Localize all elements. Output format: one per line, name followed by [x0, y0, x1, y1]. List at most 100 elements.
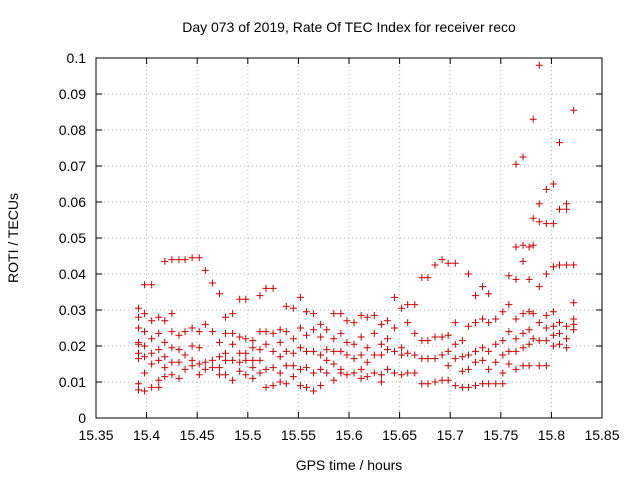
data-point-marker	[464, 365, 472, 373]
data-point-marker	[505, 328, 513, 336]
data-point-marker	[431, 378, 439, 386]
data-point-marker	[535, 319, 543, 327]
data-point-marker	[512, 243, 520, 251]
data-point-marker	[424, 274, 432, 282]
data-point-marker	[535, 283, 543, 291]
data-point-marker	[188, 362, 196, 370]
data-point-marker	[529, 115, 537, 123]
data-point-marker	[377, 340, 385, 348]
data-point-marker	[525, 340, 533, 348]
data-point-marker	[168, 344, 176, 352]
data-point-marker	[519, 241, 527, 249]
data-point-marker	[256, 356, 264, 364]
data-point-marker	[472, 358, 479, 366]
data-point-marker	[451, 382, 459, 390]
data-point-marker	[330, 347, 338, 355]
data-point-marker	[317, 351, 325, 359]
data-point-marker	[357, 351, 365, 359]
data-point-marker	[398, 304, 406, 312]
data-point-marker	[519, 257, 527, 265]
data-point-marker	[555, 261, 563, 269]
data-point-marker	[337, 329, 345, 337]
data-point-marker	[357, 333, 365, 341]
data-point-marker	[458, 353, 466, 361]
data-point-marker	[135, 324, 143, 332]
data-point-marker	[499, 337, 507, 345]
data-point-marker	[201, 358, 209, 366]
data-point-marker	[168, 328, 176, 336]
data-point-marker	[249, 356, 257, 364]
data-point-marker	[343, 371, 351, 379]
data-point-marker	[222, 349, 230, 357]
data-point-marker	[350, 340, 358, 348]
data-point-marker	[479, 356, 487, 364]
data-point-marker	[236, 349, 244, 357]
data-point-marker	[458, 337, 466, 345]
data-point-marker	[236, 367, 244, 375]
data-point-marker	[181, 351, 189, 359]
data-point-marker	[310, 387, 318, 395]
data-point-marker	[229, 340, 237, 348]
data-point-marker	[563, 335, 571, 343]
data-point-marker	[269, 347, 277, 355]
data-point-marker	[555, 319, 563, 327]
data-point-marker	[505, 360, 513, 368]
data-point-marker	[464, 351, 472, 359]
data-point-marker	[438, 351, 446, 359]
data-point-marker	[141, 310, 149, 318]
data-point-marker	[282, 362, 290, 370]
data-point-marker	[236, 358, 244, 366]
data-point-marker	[512, 160, 520, 168]
y-tick-label: 0.08	[59, 122, 86, 138]
data-point-marker	[289, 349, 297, 357]
data-point-marker	[229, 376, 237, 384]
data-point-marker	[262, 328, 270, 336]
data-point-marker	[188, 342, 196, 350]
data-point-marker	[542, 270, 550, 278]
data-point-marker	[555, 340, 563, 348]
x-tick-label: 15.65	[382, 427, 417, 443]
data-point-marker	[302, 383, 310, 391]
data-point-marker	[357, 365, 365, 373]
chart-title: Day 073 of 2019, Rate Of TEC Index for r…	[182, 19, 516, 35]
x-tick-label: 15.55	[281, 427, 316, 443]
data-point-marker	[256, 346, 264, 354]
x-tick-label: 15.8	[538, 427, 565, 443]
data-point-marker	[555, 139, 563, 147]
data-point-marker	[195, 254, 203, 262]
data-point-marker	[262, 365, 270, 373]
data-point-marker	[424, 337, 432, 345]
data-point-marker	[135, 340, 143, 348]
data-point-marker	[451, 355, 459, 363]
data-point-marker	[310, 347, 318, 355]
y-tick-label: 0.09	[59, 86, 86, 102]
data-point-marker	[383, 317, 391, 325]
data-point-marker	[370, 351, 378, 359]
data-point-marker	[208, 364, 216, 372]
data-point-marker	[208, 279, 216, 287]
data-point-marker	[570, 106, 578, 114]
data-point-marker	[242, 335, 250, 343]
data-point-marker	[505, 272, 513, 280]
data-point-marker	[377, 371, 385, 379]
data-point-marker	[289, 362, 297, 370]
data-point-marker	[155, 356, 163, 364]
data-point-marker	[535, 337, 543, 345]
x-axis-label: GPS time / hours	[296, 457, 403, 473]
data-point-marker	[317, 382, 325, 390]
data-point-marker	[317, 320, 325, 328]
data-point-marker	[242, 356, 250, 364]
data-point-marker	[141, 353, 149, 361]
data-point-marker	[529, 214, 537, 222]
data-point-marker	[310, 310, 318, 318]
data-point-marker	[525, 326, 533, 334]
data-point-marker	[464, 383, 472, 391]
data-point-marker	[141, 369, 149, 377]
data-point-marker	[424, 380, 432, 388]
data-point-marker	[563, 261, 571, 269]
data-point-marker	[323, 356, 331, 364]
data-point-marker	[479, 380, 487, 388]
data-point-marker	[148, 383, 156, 391]
data-point-marker	[492, 380, 500, 388]
y-tick-label: 0.07	[59, 158, 86, 174]
